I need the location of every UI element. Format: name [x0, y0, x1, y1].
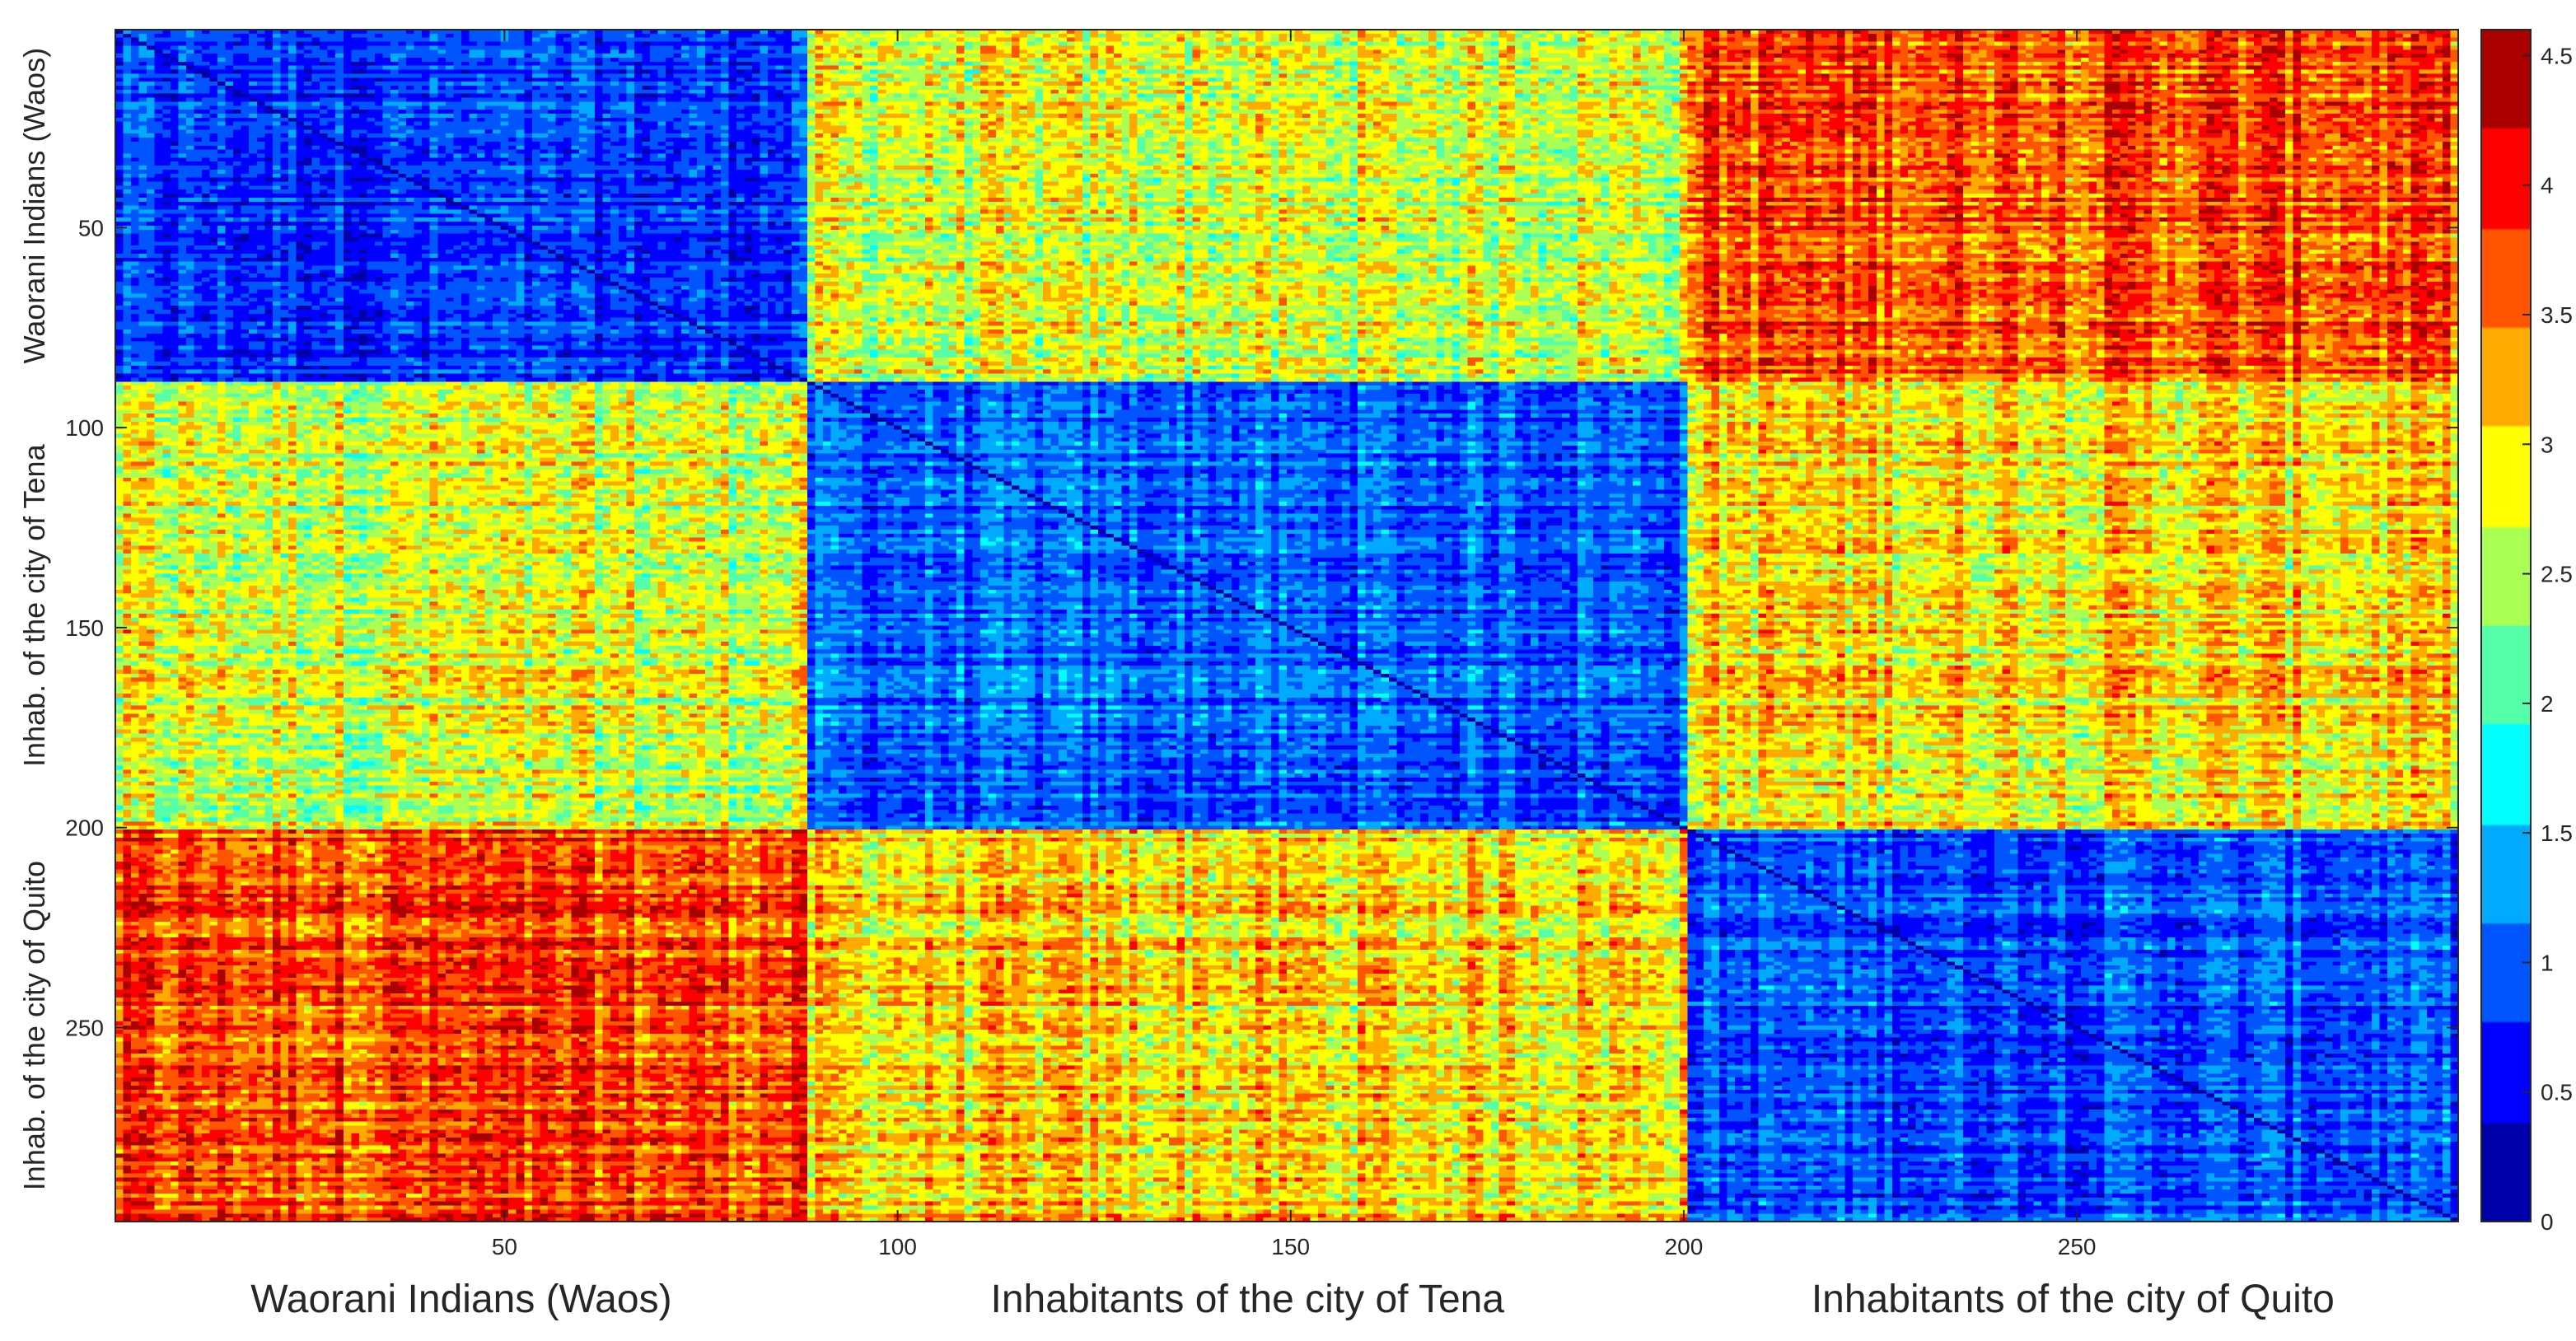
- x-tick-label: 50: [492, 1234, 517, 1259]
- y-tick-label: 150: [65, 615, 104, 641]
- x-group-label: Waorani Indians (Waos): [250, 1278, 671, 1321]
- x-tick-label: 100: [878, 1234, 917, 1259]
- y-tick-label: 250: [65, 1015, 104, 1040]
- colorbar: [2481, 30, 2531, 1222]
- colorbar-ticks: 0 0.5 1 1.5 2 2.5 3 3.5 4 4.5: [2522, 43, 2573, 1235]
- x-tick-label: 150: [1271, 1234, 1310, 1259]
- x-tick-label: 200: [1665, 1234, 1704, 1259]
- distance-matrix-heatmap: [115, 30, 2458, 1222]
- colorbar-tick-label: 3: [2541, 432, 2554, 457]
- y-tick-label: 50: [78, 215, 104, 241]
- colorbar-tick-label: 3.5: [2541, 302, 2573, 328]
- plot-frame: [115, 29, 2459, 1222]
- colorbar-tick-label: 2: [2541, 691, 2554, 717]
- colorbar-tick-label: 1: [2541, 950, 2554, 975]
- y-tick-label: 200: [65, 815, 104, 841]
- colorbar-tick-label: 0.5: [2541, 1080, 2573, 1105]
- y-tick-label: 100: [65, 415, 104, 441]
- colorbar-tick-label: 1.5: [2541, 820, 2573, 846]
- x-group-label: Inhabitants of the city of Quito: [1812, 1278, 2335, 1321]
- x-tick-label: 250: [2058, 1234, 2097, 1259]
- y-group-label: Inhab. of the city of Tena: [17, 443, 51, 767]
- y-axis-ticks: 50 100 150 200 250: [65, 215, 2458, 1040]
- colorbar-tick-label: 4.5: [2541, 43, 2573, 68]
- y-group-label: Waorani Indians (Waos): [17, 48, 51, 363]
- colorbar-tick-label: 2.5: [2541, 562, 2573, 587]
- group-labels: Waorani Indians (Waos) Waorani Indians (W…: [17, 48, 2335, 1321]
- x-axis-ticks: 50 100 150 200 250: [492, 30, 2097, 1259]
- colorbar-tick-label: 0: [2541, 1209, 2554, 1235]
- x-group-label: Inhabitants of the city of Tena: [991, 1278, 1505, 1321]
- y-group-label: Inhab. of the city of Quito: [17, 861, 51, 1190]
- colorbar-tick-label: 4: [2541, 173, 2554, 199]
- colorbar-frame: [2480, 29, 2532, 1222]
